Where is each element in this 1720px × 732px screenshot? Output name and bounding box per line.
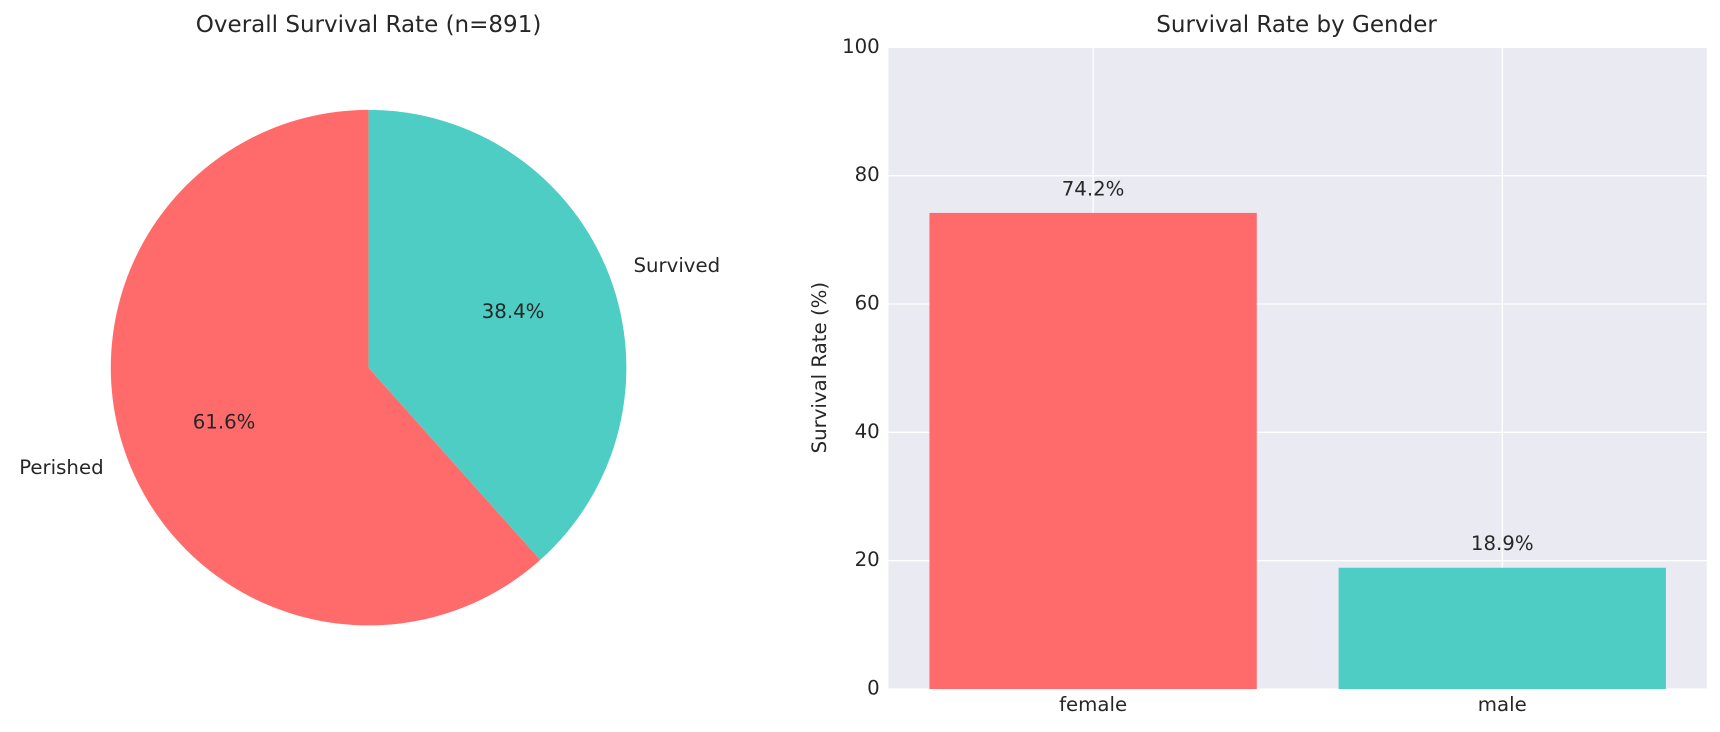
value-label: 18.9% bbox=[1471, 532, 1534, 555]
x-tick-label: male bbox=[1478, 693, 1527, 716]
pie-title: Overall Survival Rate (n=891) bbox=[196, 12, 542, 38]
pie-slice bbox=[368, 109, 627, 560]
pie-slice bbox=[110, 109, 541, 626]
y-tick-label: 100 bbox=[842, 35, 880, 58]
y-tick-label: 40 bbox=[855, 420, 880, 443]
value-label: 74.2% bbox=[1062, 177, 1125, 200]
slice-percent: 38.4% bbox=[482, 300, 545, 323]
y-tick-label: 20 bbox=[855, 548, 880, 571]
y-tick-label: 0 bbox=[867, 677, 880, 700]
slice-percent: 61.6% bbox=[193, 410, 256, 433]
bar bbox=[1338, 567, 1666, 690]
y-tick-label: 80 bbox=[855, 163, 880, 186]
bar-title: Survival Rate by Gender bbox=[1156, 12, 1437, 38]
y-axis-label: Survival Rate (%) bbox=[808, 282, 831, 454]
y-tick-label: 60 bbox=[855, 292, 880, 315]
bar bbox=[929, 212, 1257, 690]
x-tick-label: female bbox=[1059, 693, 1127, 716]
slice-label: Perished bbox=[19, 456, 103, 479]
slice-label: Survived bbox=[634, 254, 721, 277]
